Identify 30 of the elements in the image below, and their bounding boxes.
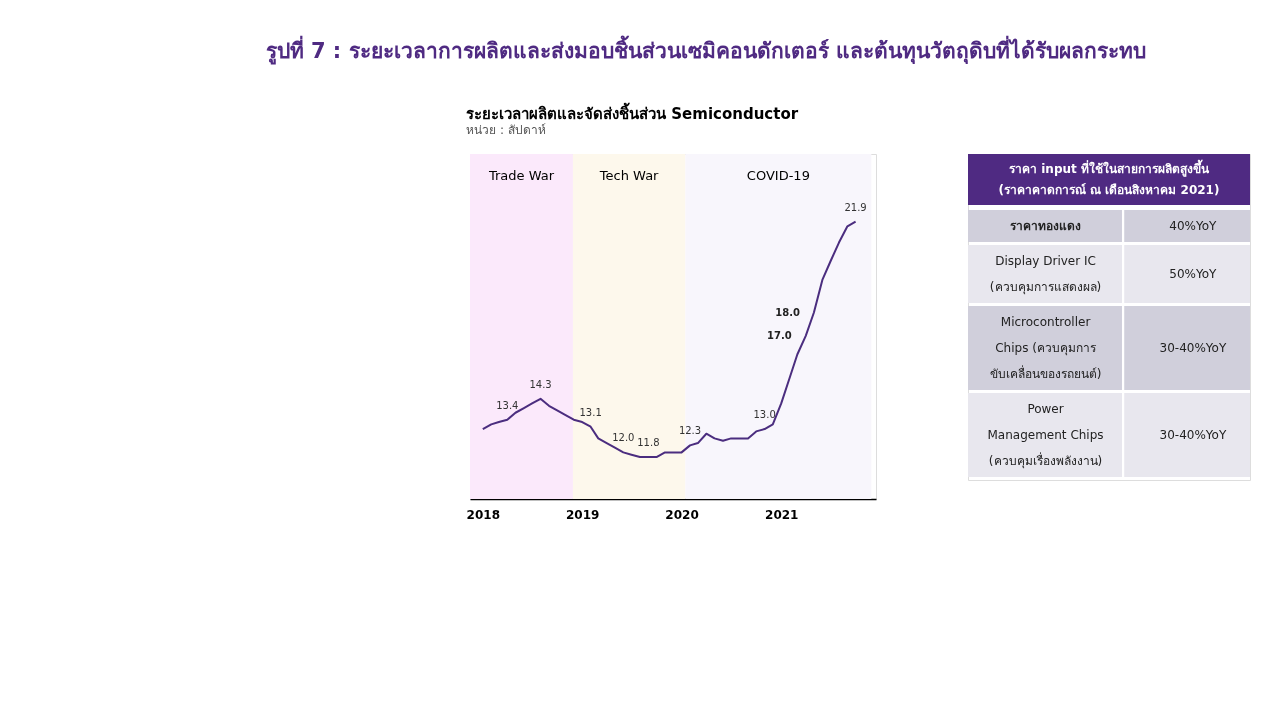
chart-title: ระยะเวลาผลิตและจัดส่งชิ้นส่วน Semiconductor: [466, 102, 799, 123]
chart-subtitle: หน่วย : สัปดาห์: [466, 123, 546, 137]
x-tick-label: 2021: [765, 507, 799, 522]
data-label: 12.3: [678, 425, 702, 437]
band-label: Tech War: [598, 168, 660, 183]
data-label: 21.9: [844, 201, 867, 213]
x-tick-label: 2020: [665, 507, 699, 522]
data-label: 13.4: [496, 399, 519, 411]
data-label: 17.0: [767, 329, 792, 341]
data-label: 13.0: [753, 409, 776, 421]
text: Power Management Chips (ควบคุมเรื่องพลังงาน): [987, 402, 1104, 469]
x-tick-label: 2019: [565, 507, 600, 522]
x-tick-label: 2018: [466, 507, 500, 522]
text: Display Driver IC (ควบคุมการแสดงผล): [989, 254, 1102, 295]
data-label: 14.3: [529, 378, 552, 390]
text: 40%YoY: [1169, 219, 1218, 233]
text: ราคา input ที่ใช้ในสายการผลิตสูงขึ้น: [1009, 159, 1210, 177]
text: Microcontroller Chips (ควบคุมการ ขับเคลื่อนของรถยนต์): [989, 315, 1102, 381]
data-label: 18.0: [775, 306, 800, 318]
text: 30-40%YoY: [1159, 341, 1227, 355]
data-label: 13.1: [579, 406, 602, 418]
text: (ราคาคาดการณ์ ณ เดือนสิงหาคม 2021): [998, 183, 1220, 197]
band-label: COVID-19: [746, 168, 810, 183]
band-label: Trade War: [487, 168, 555, 183]
text: 30-40%YoY: [1159, 428, 1227, 442]
data-label: 11.8: [637, 437, 660, 449]
data-label: 12.0: [612, 432, 635, 444]
text: รูปที่ 7 : ระยะเวลาการผลิตและส่งมอบชิ้นส่วนเซมิคอนดักเตอร์ และต้นทุนวัตถุดิบที่ได้รับผลกระทบ: [265, 34, 1146, 65]
text: 50%YoY: [1169, 267, 1218, 281]
text: ราคาทองแดง: [1010, 219, 1082, 233]
